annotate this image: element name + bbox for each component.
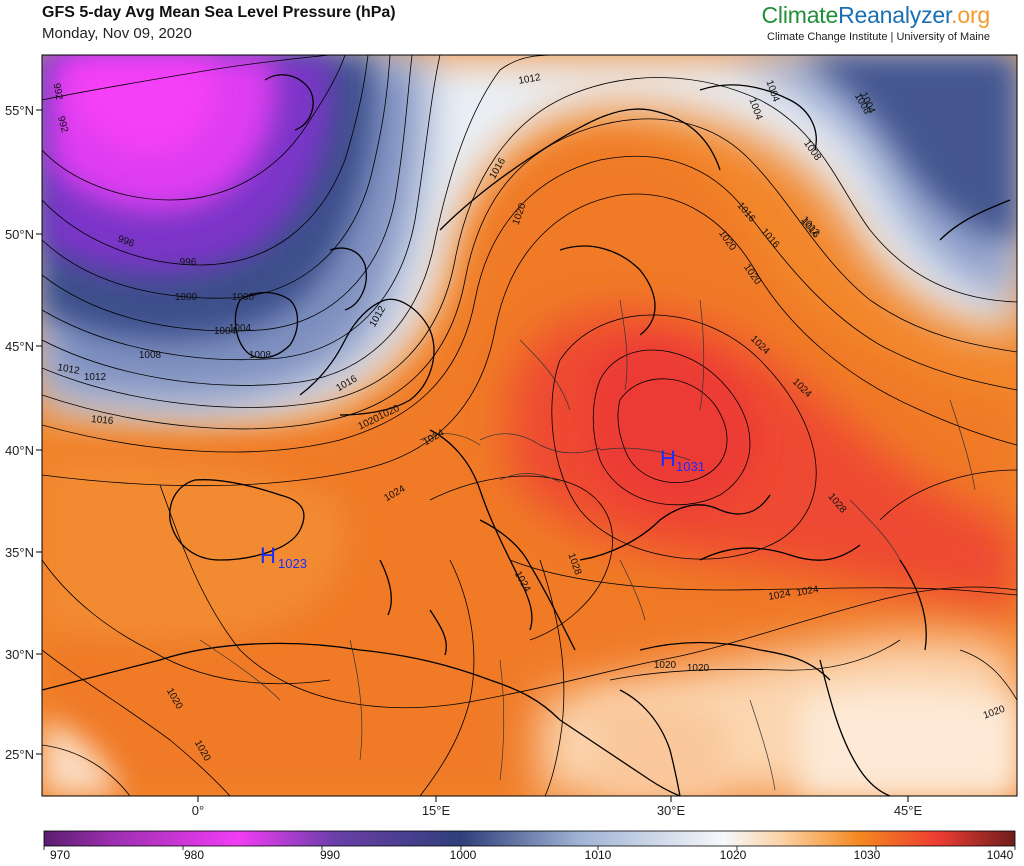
- colorbar-tick-label: 1040: [986, 848, 1014, 862]
- isobar-label: 1012: [84, 372, 107, 383]
- isobar-label: 1012: [57, 362, 81, 377]
- isobar-lines: [42, 55, 1017, 796]
- isobar-label: 1004: [214, 326, 237, 337]
- lat-label: 30°N: [5, 647, 34, 662]
- isobar-label: 1012: [518, 72, 542, 87]
- lat-label: 35°N: [5, 545, 34, 560]
- lat-label: 45°N: [5, 339, 34, 354]
- isobar-label: 1016: [91, 414, 115, 427]
- brand-part-org: .org: [951, 2, 990, 28]
- isobar-label: 1000: [232, 292, 255, 303]
- colorbar-tick-label: 1010: [584, 848, 612, 862]
- high-pressure-centers: H 1031 H 1023: [260, 446, 705, 571]
- high-center-value: 1031: [676, 459, 705, 474]
- brand-logo[interactable]: ClimateReanalyzer.org: [761, 2, 991, 29]
- lat-label: 40°N: [5, 443, 34, 458]
- plot-frame: [41, 54, 1018, 797]
- isobar-label: 1020: [687, 663, 710, 674]
- lon-label: 45°E: [894, 803, 923, 818]
- map-title: GFS 5-day Avg Mean Sea Level Pressure (h…: [42, 4, 396, 21]
- brand-part-reanalyzer: Reanalyzer: [838, 2, 952, 28]
- colorbar-tick-label: 980: [183, 848, 205, 862]
- graticule-ticks: [36, 109, 909, 802]
- map-date: Monday, Nov 09, 2020: [42, 25, 192, 42]
- colorbar-tick-label: 990: [319, 848, 341, 862]
- lon-label: 0°: [192, 803, 204, 818]
- isobar-label: 1024: [768, 588, 792, 603]
- colorbar-ticks: [43, 846, 1016, 850]
- isobar-label: 1008: [139, 350, 162, 361]
- high-center-symbol: H: [660, 446, 676, 471]
- lat-label: 25°N: [5, 747, 34, 762]
- latitude-labels: 55°N 50°N 45°N 40°N 35°N 30°N 25°N: [5, 103, 34, 762]
- isobar-label: 992: [55, 115, 70, 134]
- pressure-field: [42, 55, 1017, 796]
- lon-label: 30°E: [657, 803, 686, 818]
- brand-subtitle: Climate Change Institute | University of…: [767, 31, 990, 43]
- isobar-label: 992: [51, 82, 65, 101]
- isobar-label: 1020: [654, 660, 677, 671]
- colorbar-tick-label: 970: [49, 848, 71, 862]
- brand-part-climate: Climate: [761, 2, 839, 28]
- high-center-value: 1023: [278, 556, 307, 571]
- isobar-label: 1024: [796, 584, 820, 599]
- isobar-label: 1000: [175, 292, 198, 303]
- high-center-symbol: H: [260, 543, 276, 568]
- isobar-label: 996: [180, 257, 197, 268]
- lat-label: 55°N: [5, 103, 34, 118]
- coastlines: [42, 74, 1011, 796]
- lon-label: 15°E: [422, 803, 451, 818]
- isobar-label: 1008: [249, 350, 272, 361]
- colorbar-tick-label: 1030: [853, 848, 881, 862]
- colorbar: [43, 830, 1016, 847]
- colorbar-tick-label: 1020: [719, 848, 747, 862]
- colorbar-tick-label: 1000: [449, 848, 477, 862]
- country-borders: [199, 299, 976, 791]
- isobar-label: 1004: [229, 323, 252, 334]
- lat-label: 50°N: [5, 227, 34, 242]
- longitude-labels: 0° 15°E 30°E 45°E: [192, 803, 923, 818]
